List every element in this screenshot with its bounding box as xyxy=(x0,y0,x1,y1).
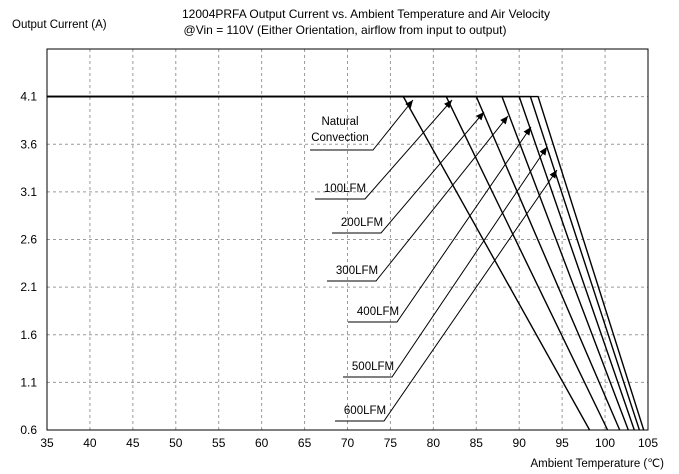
x-tick-label: 85 xyxy=(470,436,484,450)
x-tick-label: 40 xyxy=(83,436,97,450)
annotation-arrow-400lfm xyxy=(348,126,532,323)
y-axis-label: Output Current (A) xyxy=(12,19,107,31)
chart-subtitle: @Vin = 110V (Either Orientation, airflow… xyxy=(184,23,507,37)
y-tick-label: 3.1 xyxy=(20,185,37,199)
annotation-arrow-300lfm xyxy=(327,115,509,282)
x-tick-label: 75 xyxy=(384,436,398,450)
annotation-label-600lfm: 600LFM xyxy=(344,405,386,417)
annotation-arrowhead-natural-convection xyxy=(405,100,413,109)
series-line-500lfm xyxy=(47,95,641,431)
annotation-arrowhead-100lfm xyxy=(444,100,452,109)
x-tick-label: 65 xyxy=(298,436,312,450)
annotation-label-200lfm: 200LFM xyxy=(341,217,383,229)
series-line-natural-convection xyxy=(47,95,591,431)
annotation-arrowhead-600lfm xyxy=(549,170,557,179)
x-tick-label: 60 xyxy=(255,436,269,450)
annotation-label-400lfm: 400LFM xyxy=(357,306,399,318)
annotations: Natural Convection 100LFM 200LFM 300LFM 400LF… xyxy=(310,99,558,422)
y-tick-label: 2.6 xyxy=(20,233,37,247)
y-tick-labels: 0.6 1.1 1.6 2.1 2.6 3.1 3.6 4.1 xyxy=(20,90,37,437)
annotation-arrow-500lfm xyxy=(343,146,548,378)
x-axis-label: Ambient Temperature (℃) xyxy=(530,458,664,470)
x-tick-label: 95 xyxy=(555,436,569,450)
annotation-label-natural-convection: Convection xyxy=(311,132,369,144)
annotation-arrow-200lfm xyxy=(332,111,485,234)
x-tick-label: 70 xyxy=(341,436,355,450)
annotation-arrow-natural-convection xyxy=(310,99,414,151)
annotation-arrowhead-300lfm xyxy=(500,116,508,125)
annotation-label-natural-convection: Natural xyxy=(321,116,358,128)
x-tick-labels: 35 40 45 50 55 60 65 70 75 80 85 90 95 100 105 xyxy=(40,436,658,450)
annotation-arrowhead-200lfm xyxy=(476,112,484,121)
y-tick-label: 1.1 xyxy=(20,375,37,389)
x-tick-label: 45 xyxy=(126,436,140,450)
series-line-600lfm xyxy=(47,95,645,431)
annotation-label-100lfm: 100LFM xyxy=(324,183,366,195)
x-tick-label: 90 xyxy=(513,436,527,450)
x-tick-label: 105 xyxy=(638,436,658,450)
annotation-label-300lfm: 300LFM xyxy=(336,265,378,277)
x-tick-label: 50 xyxy=(169,436,183,450)
annotation-arrowhead-500lfm xyxy=(539,147,547,156)
y-tick-label: 3.6 xyxy=(20,137,37,151)
annotation-arrowhead-400lfm xyxy=(523,127,531,136)
plot-frame xyxy=(46,48,649,431)
annotation-label-500lfm: 500LFM xyxy=(352,361,394,373)
y-tick-label: 4.1 xyxy=(20,90,37,104)
x-tick-label: 80 xyxy=(427,436,441,450)
annotation-arrow-600lfm xyxy=(335,169,558,422)
y-tick-label: 0.6 xyxy=(20,423,37,437)
y-tick-label: 1.6 xyxy=(20,328,37,342)
series-line-100lfm xyxy=(47,95,609,431)
x-tick-label: 35 xyxy=(40,436,54,450)
series-lines xyxy=(47,95,645,431)
annotation-arrow-100lfm xyxy=(315,99,453,200)
x-tick-label: 55 xyxy=(212,436,226,450)
y-tick-label: 2.1 xyxy=(20,280,37,294)
chart-title: 12004PRFA Output Current vs. Ambient Tem… xyxy=(182,7,550,21)
series-line-300lfm xyxy=(47,95,629,431)
x-tick-label: 100 xyxy=(595,436,615,450)
